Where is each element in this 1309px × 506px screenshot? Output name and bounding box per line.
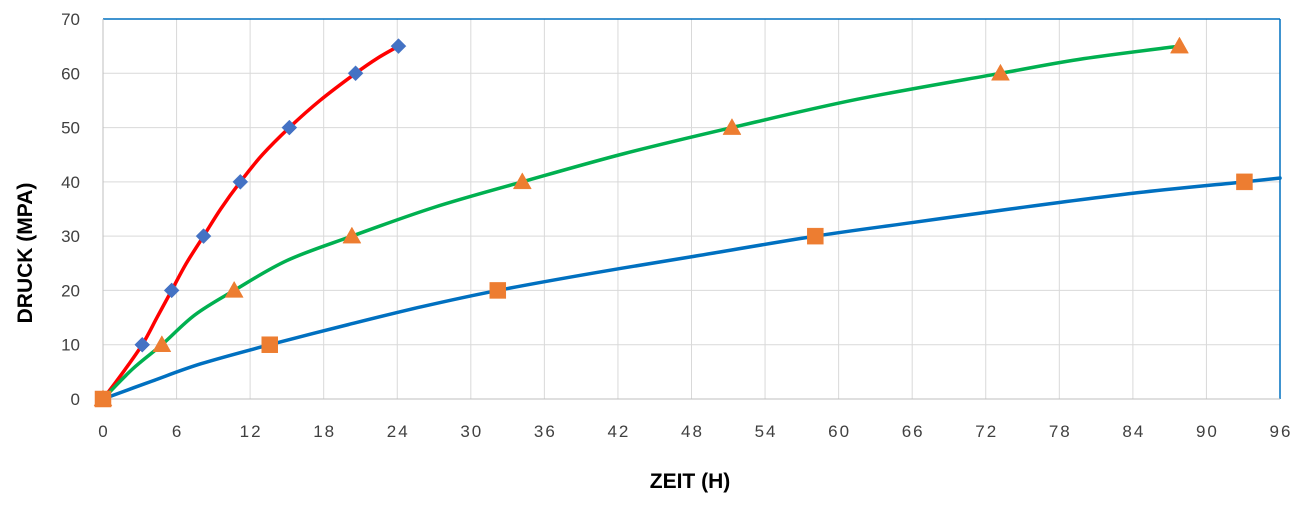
series-1-point [134,336,151,353]
x-axis-title: ZEIT (H) [650,470,730,493]
y-tick-labels: 0 10 20 30 40 50 60 70 [61,10,80,409]
x-tick-label: 18 [313,422,336,441]
x-tick-label: 72 [975,422,998,441]
y-tick-label: 0 [71,390,80,409]
series-2-line [101,44,1182,401]
x-tick-label: 54 [755,422,778,441]
y-tick-label: 10 [61,336,80,355]
y-axis-title: DRUCK (MPA) [14,183,37,324]
x-tick-label: 84 [1122,422,1145,441]
series-1-point [281,119,298,136]
series-3-point [1236,173,1253,191]
series-3-point [94,390,112,408]
series-2-point [991,63,1010,81]
grid [103,19,1280,399]
series-2-point [342,226,362,244]
x-tick-label: 66 [902,422,925,441]
series-1-point [232,174,249,190]
y-tick-label: 50 [61,119,80,138]
x-tick-label: 42 [607,422,630,441]
x-tick-label: 6 [172,422,183,441]
series-1-point [347,65,364,82]
series-1-point [390,38,407,54]
x-tick-label: 78 [1049,422,1072,441]
y-tick-label: 40 [61,173,80,192]
series-2-point [224,280,244,298]
plot-frame [102,18,1281,400]
series-lines [101,44,1282,401]
x-tick-labels: 0 6 12 18 24 30 36 42 48 54 60 66 72 78 84 90 96 [98,422,1293,441]
series-2-point [512,172,532,190]
y-tick-label: 30 [61,227,80,246]
x-tick-label: 12 [240,422,263,441]
x-tick-label: 90 [1196,422,1219,441]
series-3-point [261,336,278,353]
series-1-point [163,282,180,299]
series-3-line [101,176,1282,401]
x-tick-label: 96 [1270,422,1293,441]
y-tick-label: 20 [61,281,80,300]
x-tick-label: 60 [828,422,851,441]
x-tick-label: 48 [681,422,704,441]
y-tick-label: 70 [61,10,80,29]
x-tick-label: 0 [98,422,109,441]
y-tick-label: 60 [61,64,80,83]
x-tick-label: 30 [460,422,483,441]
series-2-point [722,118,742,135]
x-tick-label: 24 [387,422,410,441]
series-2-point [152,335,172,352]
series-markers [93,36,1253,408]
series-2-point [1170,36,1189,54]
series-3-point [489,282,507,299]
x-tick-label: 36 [534,422,557,441]
series-1-point [195,228,212,244]
series-1-line [101,44,401,401]
series-3-point [807,227,824,245]
